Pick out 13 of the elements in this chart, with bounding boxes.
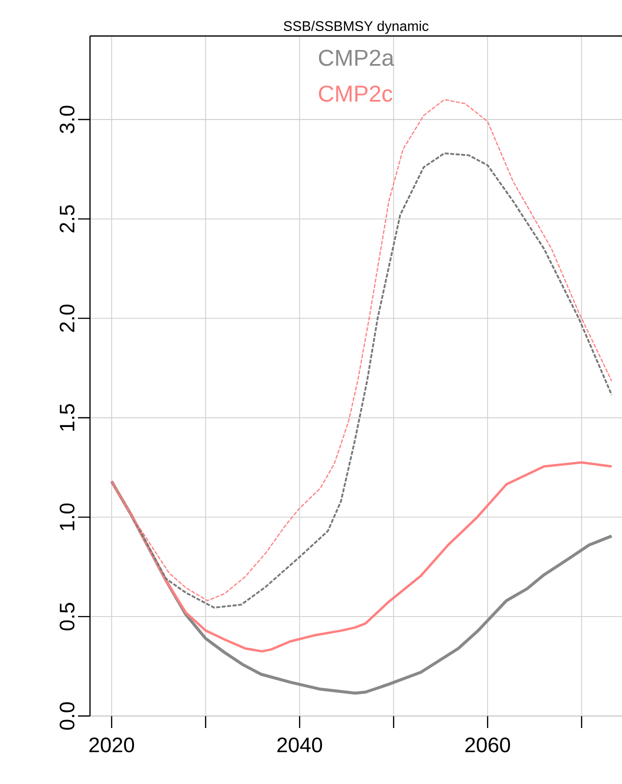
text: CMP2c <box>318 86 392 102</box>
chart-title: SSB/SSBMSY dynamic <box>284 20 428 34</box>
y-tick-label: 2.5 <box>60 205 74 232</box>
y-tick-label: 1.5 <box>60 404 74 431</box>
y-tick-label: 0.0 <box>60 702 74 730</box>
x-tick-label: 2020 <box>89 738 134 752</box>
x-tick-label: 2040 <box>277 738 322 752</box>
y-tick-label: 2.0 <box>60 304 74 332</box>
y-tick-label: 0.5 <box>60 602 74 630</box>
text: CMP2a <box>318 50 394 66</box>
y-tick-label: 1.0 <box>60 503 74 530</box>
y-tick-label: 3.0 <box>60 106 74 134</box>
x-tick-label: 2060 <box>465 738 510 752</box>
